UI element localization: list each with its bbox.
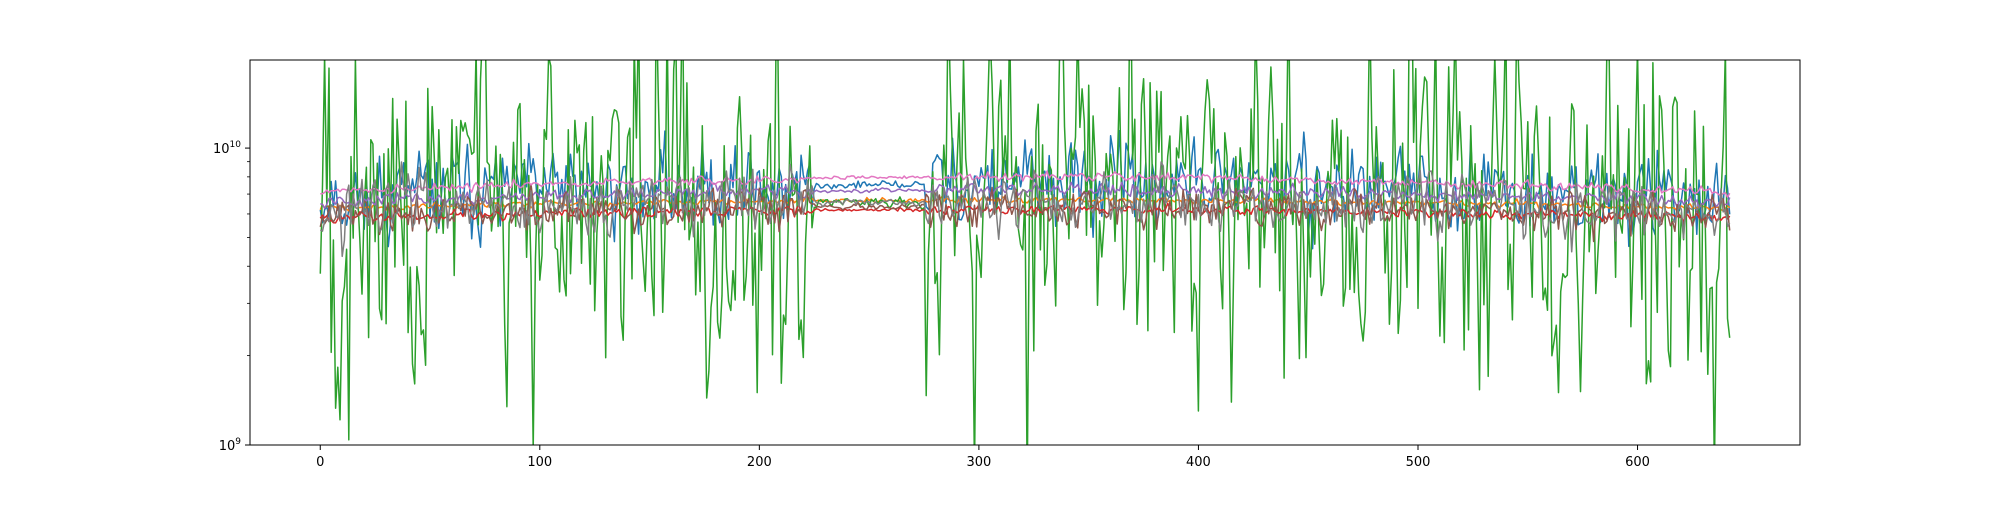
- x-tick-label: 200: [747, 455, 772, 470]
- series-line-4: [319, 202, 1731, 224]
- y-tick-label: 109: [219, 437, 242, 454]
- y-tick-label-exponent: 10: [230, 140, 242, 150]
- series-line-7: [320, 170, 1731, 198]
- y-tick-label-base: 10: [213, 142, 230, 157]
- x-tick-label: 500: [1406, 455, 1431, 470]
- x-tick-label: 300: [966, 455, 991, 470]
- x-tick-label: 100: [527, 455, 552, 470]
- x-tick-label: 0: [316, 455, 324, 470]
- x-tick-label: 400: [1186, 455, 1211, 470]
- series-line-1: [319, 130, 1731, 250]
- series-layer: [319, 60, 1731, 445]
- y-tick-label-exponent: 9: [235, 437, 241, 447]
- y-tick-label-base: 10: [219, 439, 236, 454]
- y-tick-label: 1010: [213, 140, 241, 157]
- plot-frame: [249, 59, 1801, 446]
- x-tick-label: 600: [1625, 455, 1650, 470]
- series-line-8: [319, 161, 1731, 258]
